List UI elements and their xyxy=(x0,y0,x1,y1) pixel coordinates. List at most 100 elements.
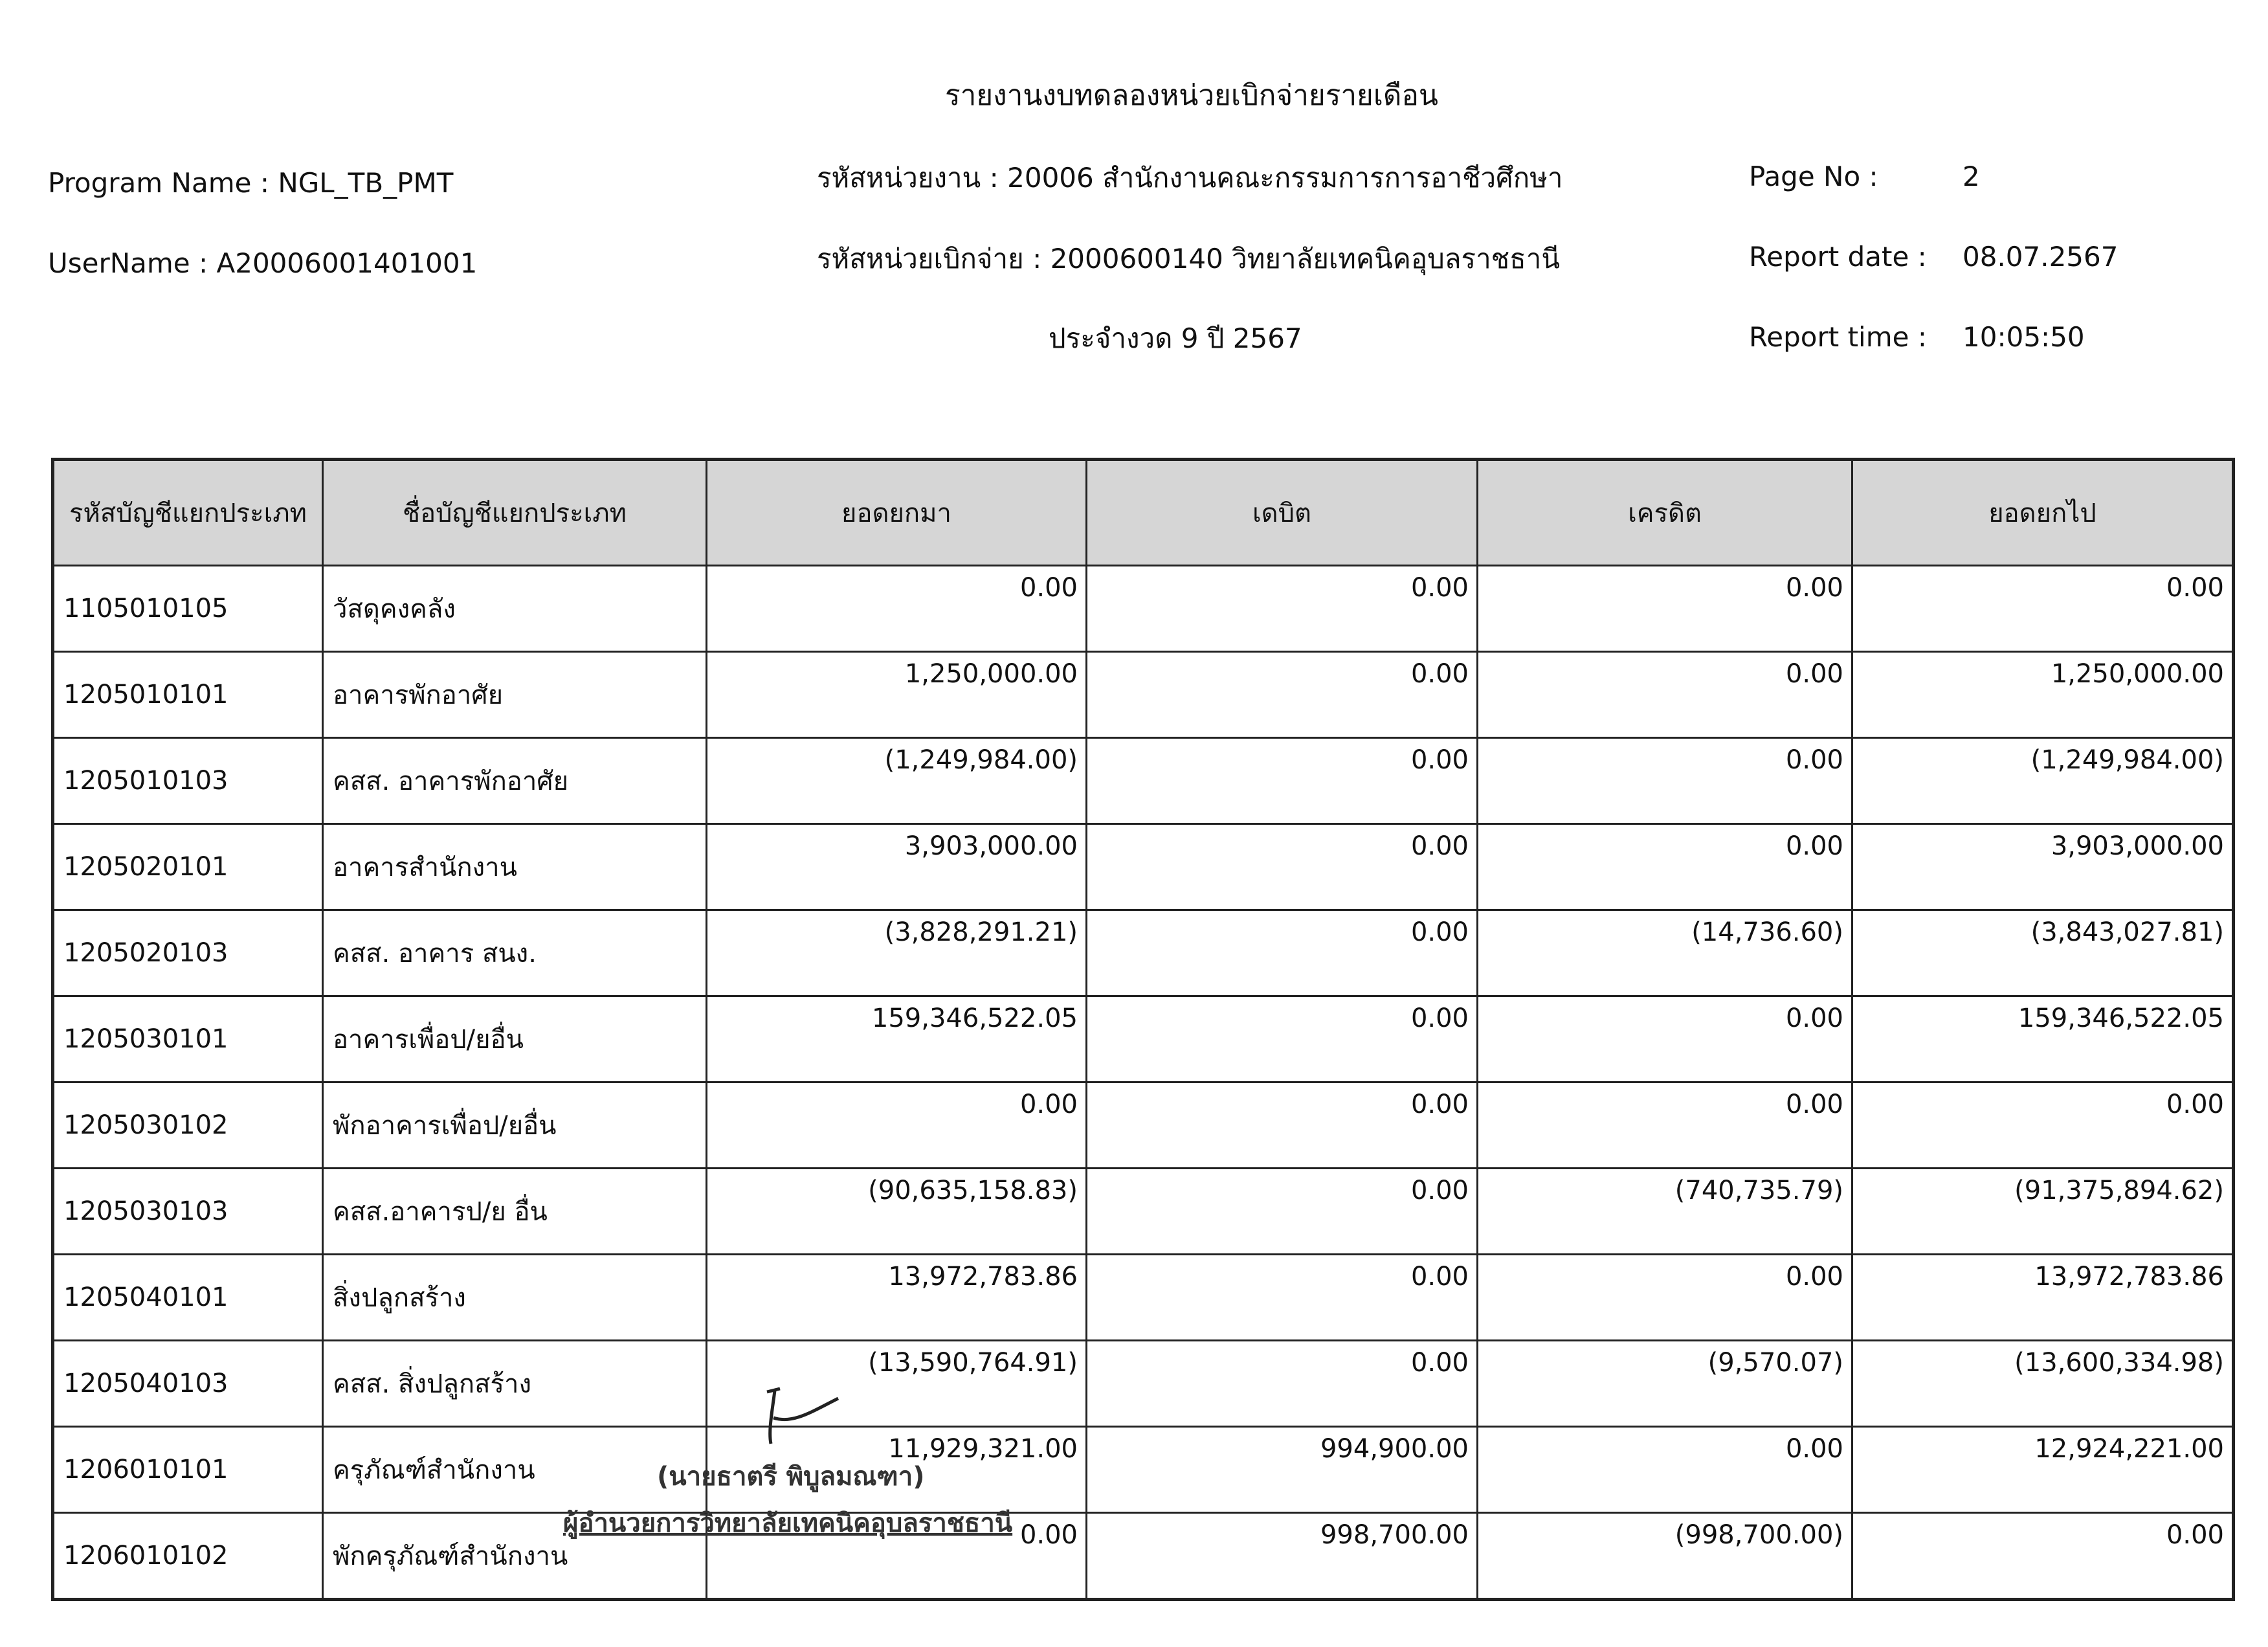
stamp-position: ผู้อำนวยการวิทยาลัยเทคนิคอุบลราชธานี xyxy=(563,1508,1013,1538)
opening-balance: (13,590,764.91) xyxy=(706,1339,1087,1428)
credit: 0.00 xyxy=(1476,565,1853,653)
account-code: 1206010102 xyxy=(52,1512,324,1600)
credit: 0.00 xyxy=(1476,651,1853,739)
table-row: 1205010103 คสส. อาคารพักอาศัย (1,249,984.0… xyxy=(52,737,2234,825)
report-date-label: Report date : xyxy=(1749,241,1927,273)
column-header: รหัสบัญชีแยกประเภท xyxy=(52,458,324,566)
credit: 0.00 xyxy=(1476,737,1853,825)
debit: 0.00 xyxy=(1085,737,1478,825)
account-code: 1206010101 xyxy=(52,1426,324,1514)
account-code: 1205040103 xyxy=(52,1339,324,1428)
account-name: คสส. สิ่งปลูกสร้าง xyxy=(322,1339,707,1428)
account-name: อาคารเพื่อป/ยอื่น xyxy=(322,995,707,1083)
table-row: 1205030102 พักอาคารเพื่อป/ยอื่น 0.00 0.00 0.… xyxy=(52,1081,2234,1169)
debit: 994,900.00 xyxy=(1085,1426,1478,1514)
account-name: ครุภัณฑ์สำนักงาน xyxy=(322,1426,707,1514)
table-row: 1105010105 วัสดุคงคลัง 0.00 0.00 0.00 0.00 xyxy=(52,565,2234,653)
credit: 0.00 xyxy=(1476,823,1853,911)
account-name: วัสดุคงคลัง xyxy=(322,565,707,653)
closing-balance: 0.00 xyxy=(1851,1512,2234,1600)
closing-balance: (13,600,334.98) xyxy=(1851,1339,2234,1428)
table-row: 1205020103 คสส. อาคาร สนง. (3,828,291.21) 0… xyxy=(52,909,2234,997)
account-code: 1205020103 xyxy=(52,909,324,997)
program-name: Program Name : NGL_TB_PMT xyxy=(48,167,454,199)
account-code: 1205010103 xyxy=(52,737,324,825)
closing-balance: 3,903,000.00 xyxy=(1851,823,2234,911)
closing-balance: (1,249,984.00) xyxy=(1851,737,2234,825)
opening-balance: (1,249,984.00) xyxy=(706,737,1087,825)
report-date: 08.07.2567 xyxy=(1962,241,2118,273)
credit: 0.00 xyxy=(1476,995,1853,1083)
opening-balance: (90,635,158.83) xyxy=(706,1167,1087,1255)
table-row: 1205030101 อาคารเพื่อป/ยอื่น 159,346,522.0… xyxy=(52,995,2234,1083)
credit: 0.00 xyxy=(1476,1426,1853,1514)
column-header: ยอดยกมา xyxy=(706,458,1087,566)
report-time: 10:05:50 xyxy=(1962,321,2085,353)
debit: 0.00 xyxy=(1085,1167,1478,1255)
opening-balance: 0.00 xyxy=(706,1081,1087,1169)
user-name: UserName : A20006001401001 xyxy=(48,247,478,279)
opening-balance: (3,828,291.21) xyxy=(706,909,1087,997)
account-name: คสส. อาคาร สนง. xyxy=(322,909,707,997)
account-code: 1205010101 xyxy=(52,651,324,739)
stamp-name: (นายธาตรี พิบูลมณฑา) xyxy=(657,1462,925,1492)
column-header: ยอดยกไป xyxy=(1851,458,2234,566)
credit: (998,700.00) xyxy=(1476,1512,1853,1600)
closing-balance: (91,375,894.62) xyxy=(1851,1167,2234,1255)
closing-balance: (3,843,027.81) xyxy=(1851,909,2234,997)
credit: (740,735.79) xyxy=(1476,1167,1853,1255)
column-header: เดบิต xyxy=(1085,458,1478,566)
account-name: อาคารพักอาศัย xyxy=(322,651,707,739)
opening-balance: 159,346,522.05 xyxy=(706,995,1087,1083)
credit: (9,570.07) xyxy=(1476,1339,1853,1428)
signature xyxy=(766,1387,839,1444)
account-name: คสส. อาคารพักอาศัย xyxy=(322,737,707,825)
debit: 0.00 xyxy=(1085,1339,1478,1428)
closing-balance: 12,924,221.00 xyxy=(1851,1426,2234,1514)
credit: (14,736.60) xyxy=(1476,909,1853,997)
account-code: 1205020101 xyxy=(52,823,324,911)
column-header: ชื่อบัญชีแยกประเภท xyxy=(322,458,707,566)
account-name: สิ่งปลูกสร้าง xyxy=(322,1253,707,1341)
opening-balance: 1,250,000.00 xyxy=(706,651,1087,739)
debit: 0.00 xyxy=(1085,565,1478,653)
closing-balance: 1,250,000.00 xyxy=(1851,651,2234,739)
report-title: รายงานงบทดลองหน่วยเบิกจ่ายรายเดือน xyxy=(945,79,1438,112)
period: ประจำงวด 9 ปี 2567 xyxy=(1049,322,1302,354)
table-header: รหัสบัญชีแยกประเภท ชื่อบัญชีแยกประเภท ยอดย… xyxy=(52,458,2234,566)
debit: 0.00 xyxy=(1085,909,1478,997)
account-name: คสส.อาคารป/ย อื่น xyxy=(322,1167,707,1255)
credit: 0.00 xyxy=(1476,1253,1853,1341)
table-row: 1205040103 คสส. สิ่งปลูกสร้าง (13,590,764.… xyxy=(52,1339,2234,1428)
closing-balance: 159,346,522.05 xyxy=(1851,995,2234,1083)
account-name: พักอาคารเพื่อป/ยอื่น xyxy=(322,1081,707,1169)
account-code: 1205030103 xyxy=(52,1167,324,1255)
debit: 0.00 xyxy=(1085,995,1478,1083)
trial-balance-table: รหัสบัญชีแยกประเภท ชื่อบัญชีแยกประเภท ยอดย… xyxy=(51,458,2235,1601)
opening-balance: 0.00 xyxy=(706,565,1087,653)
closing-balance: 0.00 xyxy=(1851,565,2234,653)
column-header: เครดิต xyxy=(1476,458,1853,566)
opening-balance: 0.00 xyxy=(706,1512,1087,1600)
table-row: 1205040101 สิ่งปลูกสร้าง 13,972,783.86 0.00… xyxy=(52,1253,2234,1341)
table-row: 1206010102 พักครุภัณฑ์สำนักงาน 0.00 998,700… xyxy=(52,1512,2234,1600)
table-row: 1205010101 อาคารพักอาศัย 1,250,000.00 0.00 0… xyxy=(52,651,2234,739)
table-row: 1205020101 อาคารสำนักงาน 3,903,000.00 0.00 0… xyxy=(52,823,2234,911)
table-row: 1205030103 คสส.อาคารป/ย อื่น (90,635,158.8… xyxy=(52,1167,2234,1255)
account-code: 1205030102 xyxy=(52,1081,324,1169)
account-code: 1205030101 xyxy=(52,995,324,1083)
disbursing-unit-code: รหัสหน่วยเบิกจ่าย : 2000600140 วิทยาลัยเ… xyxy=(817,243,1561,274)
debit: 0.00 xyxy=(1085,823,1478,911)
closing-balance: 13,972,783.86 xyxy=(1851,1253,2234,1341)
closing-balance: 0.00 xyxy=(1851,1081,2234,1169)
opening-balance: 3,903,000.00 xyxy=(706,823,1087,911)
debit: 0.00 xyxy=(1085,1081,1478,1169)
unit-code: รหัสหน่วยงาน : 20006 สำนักงานคณะกรรมการก… xyxy=(817,162,1563,194)
page-no-label: Page No : xyxy=(1749,161,1878,192)
debit: 0.00 xyxy=(1085,1253,1478,1341)
account-name: อาคารสำนักงาน xyxy=(322,823,707,911)
table-row: 1206010101 ครุภัณฑ์สำนักงาน 11,929,321.00 9… xyxy=(52,1426,2234,1514)
debit: 998,700.00 xyxy=(1085,1512,1478,1600)
account-name: พักครุภัณฑ์สำนักงาน xyxy=(322,1512,707,1600)
credit: 0.00 xyxy=(1476,1081,1853,1169)
